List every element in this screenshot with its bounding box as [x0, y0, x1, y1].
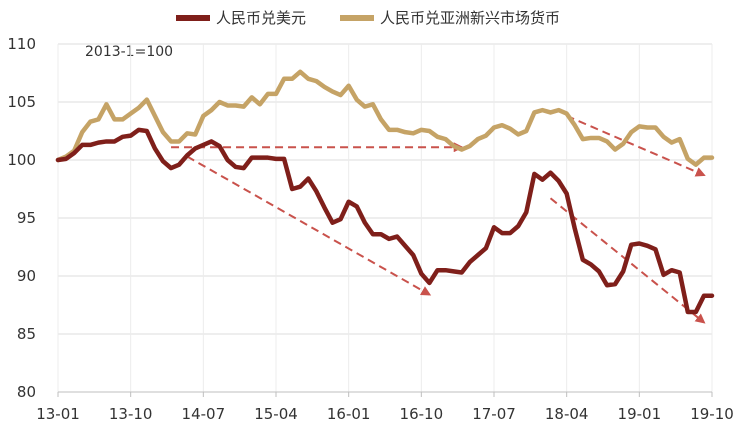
- x-tick-label: 19-10: [690, 405, 734, 423]
- x-tick-label: 17-07: [472, 405, 516, 423]
- y-tick-label: 80: [17, 383, 36, 401]
- trend-arrow-2: [186, 155, 432, 296]
- x-tick-label: 13-10: [109, 405, 153, 423]
- series-lines: [55, 69, 715, 315]
- legend-label-asia: 人民币兑亚洲新兴市场货币: [380, 9, 560, 27]
- x-tick-label: 15-04: [254, 405, 298, 423]
- legend-label-usd: 人民币兑美元: [216, 9, 306, 27]
- trend-arrow-3: [566, 115, 706, 177]
- gridlines: [57, 43, 713, 393]
- x-tick-label: 14-07: [182, 405, 226, 423]
- index-base-note: 2013-1=100: [85, 44, 173, 60]
- y-tick-label: 100: [7, 151, 36, 169]
- y-tick-label: 95: [17, 209, 36, 227]
- x-axis: 13-01 13-10 14-07 15-04 16-01 16-10 17-07 18-04…: [36, 391, 734, 423]
- y-axis: 80 85 90 95 100 105 110: [7, 35, 36, 401]
- x-tick-label: 13-01: [36, 405, 80, 423]
- series-line-asia: [55, 69, 715, 167]
- series-line-usd: [55, 127, 715, 315]
- trend-arrows: [171, 115, 706, 324]
- y-tick-label: 85: [17, 325, 36, 343]
- y-tick-label: 105: [7, 93, 36, 111]
- x-tick-label: 18-04: [545, 405, 589, 423]
- y-tick-label: 110: [7, 35, 36, 53]
- x-tick-label: 16-01: [327, 405, 371, 423]
- x-tick-label: 16-10: [400, 405, 444, 423]
- y-tick-label: 90: [17, 267, 36, 285]
- legend: 人民币兑美元 人民币兑亚洲新兴市场货币: [176, 9, 560, 27]
- x-tick-label: 19-01: [618, 405, 662, 423]
